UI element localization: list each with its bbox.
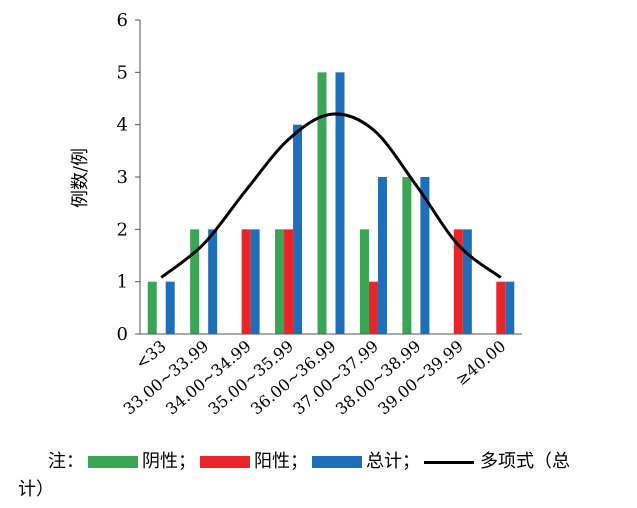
legend-swatch-negative bbox=[88, 456, 138, 468]
bar-total bbox=[208, 229, 218, 334]
trendline bbox=[160, 112, 502, 279]
legend-item-positive: 阳性； bbox=[196, 451, 308, 472]
legend-item-total: 总计； bbox=[308, 451, 420, 472]
bar-positive bbox=[496, 281, 506, 334]
bar-total bbox=[335, 72, 345, 334]
y-tick-label: 4 bbox=[117, 115, 128, 136]
bar-negative bbox=[190, 229, 200, 334]
legend-swatch-total bbox=[312, 456, 362, 468]
bar-positive bbox=[368, 281, 378, 334]
bar-total bbox=[377, 177, 387, 334]
y-tick-label: 5 bbox=[117, 62, 128, 83]
legend-label-positive: 阳性； bbox=[254, 451, 308, 472]
legend-item-negative: 阴性； bbox=[84, 451, 196, 472]
bar-positive bbox=[453, 229, 463, 334]
legend-swatch-positive bbox=[200, 456, 250, 468]
y-axis-label: 例数/例 bbox=[70, 148, 91, 208]
bar-negative bbox=[147, 281, 157, 334]
y-tick-label: 6 bbox=[117, 10, 128, 31]
legend: 注： 阴性； 阳性； 总计； 多项式（总 计） bbox=[18, 448, 628, 504]
bar-negative bbox=[275, 229, 285, 334]
x-axis: <3333.00~33.9934.00~34.9935.00~35.9936.0… bbox=[120, 333, 522, 419]
bar-negative bbox=[402, 177, 412, 334]
bar-positive bbox=[241, 229, 251, 334]
bar-total bbox=[505, 281, 515, 334]
bar-total bbox=[250, 229, 260, 334]
y-tick-label: 2 bbox=[117, 219, 128, 240]
y-axis: 0 1 2 3 4 5 6 bbox=[117, 10, 141, 345]
legend-label-trend-cont: 计） bbox=[18, 479, 54, 500]
trendline-path bbox=[160, 112, 502, 279]
legend-label-trend: 多项式（总 bbox=[480, 451, 570, 472]
bar-positive bbox=[284, 229, 294, 334]
bar-total bbox=[462, 229, 472, 334]
legend-label-negative: 阴性； bbox=[142, 451, 196, 472]
legend-note-prefix: 注： bbox=[48, 451, 84, 472]
legend-swatch-trend bbox=[424, 460, 474, 464]
bars bbox=[147, 72, 515, 335]
y-tick-label: 3 bbox=[117, 167, 128, 188]
legend-label-total: 总计； bbox=[366, 451, 420, 472]
legend-item-trend: 多项式（总 bbox=[420, 451, 570, 472]
bar-negative bbox=[317, 72, 327, 334]
bar-negative bbox=[359, 229, 369, 334]
bar-total bbox=[165, 281, 175, 334]
y-tick-label: 1 bbox=[117, 272, 128, 293]
bar-total bbox=[293, 124, 303, 335]
bar-chart: 0 1 2 3 4 5 6 <3333.00~33.9934.00~34.9935.00~3… bbox=[70, 10, 522, 419]
y-tick-label: 0 bbox=[117, 324, 128, 345]
bar-total bbox=[420, 177, 430, 334]
